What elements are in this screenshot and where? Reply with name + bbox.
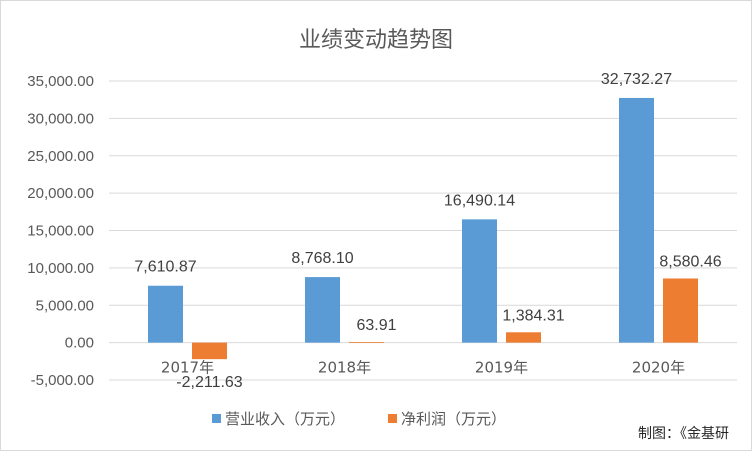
bar-net-profit — [663, 278, 698, 343]
legend: 营业收入（万元） 净利润（万元） — [212, 410, 506, 428]
x-category-label: 2019年 — [475, 359, 528, 377]
y-tick-label: 15,000.00 — [27, 223, 94, 240]
y-tick-label: 30,000.00 — [27, 110, 94, 127]
x-category-label: 2018年 — [318, 359, 371, 377]
y-tick-label: 0.00 — [65, 335, 94, 352]
x-category-label: 2020年 — [632, 359, 685, 377]
bar-net-profit — [506, 332, 541, 343]
data-label: 7,610.87 — [134, 259, 196, 276]
y-axis-ticks: -5,000.00 0.00 5,000.00 10,000.00 15,000.00 2… — [27, 73, 94, 389]
chart-title: 业绩变动趋势图 — [299, 28, 453, 53]
x-axis-categories: 2017年 2018年 2019年 2020年 — [161, 359, 685, 377]
credit-text: 制图：《金基研 — [638, 425, 729, 442]
legend-swatch — [388, 414, 397, 423]
bar-revenue — [305, 277, 340, 343]
data-label: 32,732.27 — [601, 71, 672, 88]
y-tick-label: 10,000.00 — [27, 260, 94, 277]
y-tick-label: 25,000.00 — [27, 148, 94, 165]
data-label: -2,211.63 — [176, 374, 243, 391]
y-tick-label: -5,000.00 — [31, 372, 94, 389]
data-labels: 7,610.87 -2,211.63 8,768.10 63.91 16,490.14 1… — [134, 71, 721, 391]
data-label: 8,768.10 — [291, 250, 353, 267]
data-label: 16,490.14 — [444, 192, 515, 209]
legend-swatch — [212, 414, 221, 423]
data-label: 8,580.46 — [659, 253, 721, 270]
data-label: 63.91 — [356, 317, 396, 334]
bar-revenue — [148, 285, 183, 343]
bar-revenue — [619, 97, 654, 343]
legend-label: 净利润（万元） — [401, 410, 506, 428]
data-label: 1,384.31 — [502, 307, 564, 324]
bar-net-profit — [192, 342, 227, 360]
bars — [148, 97, 698, 360]
legend-label: 营业收入（万元） — [225, 410, 345, 428]
y-tick-label: 5,000.00 — [36, 297, 94, 314]
y-tick-label: 20,000.00 — [27, 185, 94, 202]
bar-revenue — [462, 219, 497, 343]
y-tick-label: 35,000.00 — [27, 73, 94, 90]
bar-net-profit — [349, 342, 384, 343]
x-category-label: 2017年 — [161, 359, 214, 377]
